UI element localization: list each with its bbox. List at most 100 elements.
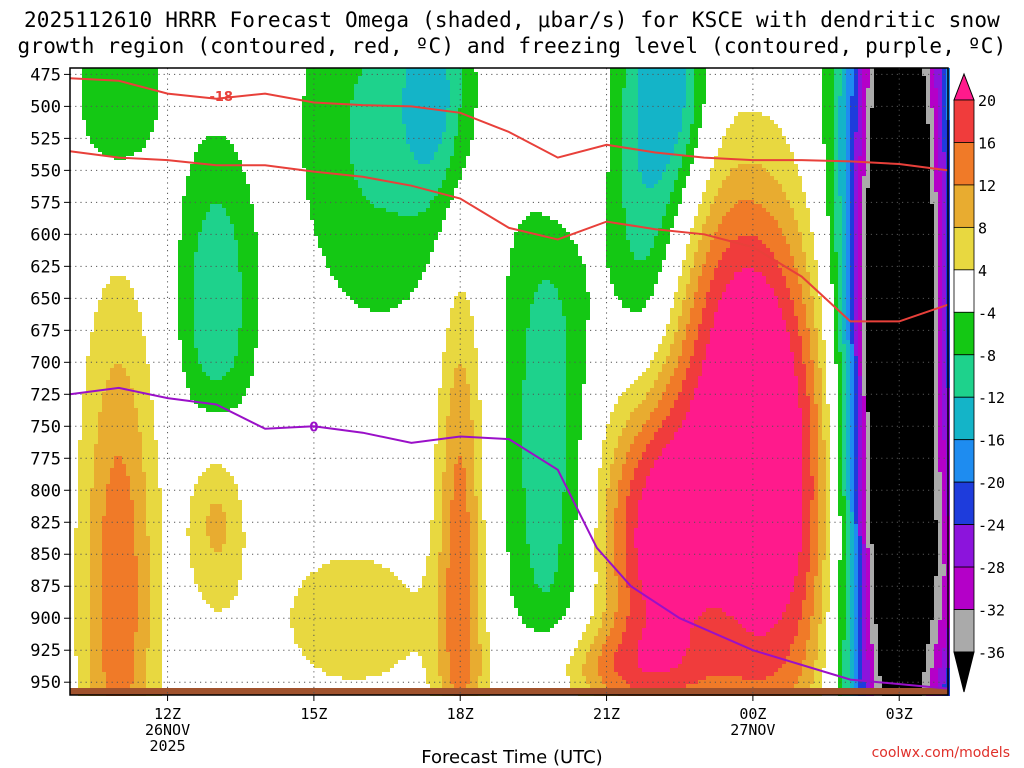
omega-cell	[74, 652, 78, 656]
omega-cell	[106, 584, 110, 588]
omega-cell	[110, 516, 114, 520]
omega-cell	[86, 92, 90, 96]
omega-cell	[134, 548, 138, 552]
omega-cell	[350, 636, 354, 640]
omega-cell	[326, 664, 330, 668]
omega-cell	[86, 372, 90, 376]
omega-cell	[302, 640, 306, 644]
omega-cell	[206, 400, 210, 404]
omega-cell	[338, 216, 342, 220]
omega-cell	[206, 480, 210, 484]
omega-cell	[218, 224, 222, 228]
omega-cell	[106, 676, 110, 680]
omega-cell	[306, 176, 310, 180]
omega-cell	[206, 404, 210, 408]
omega-cell	[322, 620, 326, 624]
omega-cell	[126, 512, 130, 516]
omega-cell	[142, 572, 146, 576]
omega-cell	[210, 384, 214, 388]
omega-cell	[326, 212, 330, 216]
omega-cell	[94, 368, 98, 372]
omega-cell	[350, 644, 354, 648]
omega-cell	[186, 372, 190, 376]
omega-cell	[314, 604, 318, 608]
omega-cell	[114, 432, 118, 436]
omega-cell	[118, 536, 122, 540]
omega-cell	[138, 112, 142, 116]
omega-cell	[118, 152, 122, 156]
omega-cell	[230, 540, 234, 544]
omega-cell	[202, 380, 206, 384]
omega-cell	[86, 380, 90, 384]
omega-cell	[150, 80, 154, 84]
omega-cell	[202, 512, 206, 516]
omega-cell	[122, 512, 126, 516]
omega-cell	[218, 376, 222, 380]
omega-cell	[210, 268, 214, 272]
omega-cell	[98, 652, 102, 656]
omega-cell	[230, 344, 234, 348]
omega-cell	[202, 272, 206, 276]
omega-cell	[358, 256, 362, 260]
omega-cell	[326, 248, 330, 252]
omega-cell	[358, 252, 362, 256]
omega-cell	[314, 588, 318, 592]
omega-cell	[314, 208, 318, 212]
omega-cell	[310, 132, 314, 136]
omega-cell	[114, 424, 118, 428]
omega-cell	[74, 644, 78, 648]
omega-cell	[210, 380, 214, 384]
omega-cell	[150, 516, 154, 520]
omega-cell	[318, 96, 322, 100]
omega-cell	[118, 388, 122, 392]
omega-cell	[98, 480, 102, 484]
omega-cell	[114, 392, 118, 396]
omega-cell	[86, 68, 90, 72]
omega-cell	[290, 616, 294, 620]
omega-cell	[242, 192, 246, 196]
omega-cell	[78, 472, 82, 476]
omega-cell	[146, 88, 150, 92]
omega-cell	[326, 264, 330, 268]
omega-cell	[330, 672, 334, 676]
omega-cell	[206, 140, 210, 144]
omega-cell	[202, 532, 206, 536]
omega-cell	[350, 256, 354, 260]
omega-cell	[218, 348, 222, 352]
omega-cell	[322, 640, 326, 644]
omega-cell	[118, 72, 122, 76]
omega-cell	[134, 440, 138, 444]
omega-cell	[314, 232, 318, 236]
omega-cell	[358, 204, 362, 208]
omega-cell	[322, 584, 326, 588]
omega-cell	[346, 216, 350, 220]
omega-cell	[106, 440, 110, 444]
omega-cell	[102, 612, 106, 616]
omega-cell	[202, 188, 206, 192]
omega-cell	[238, 332, 242, 336]
omega-cell	[138, 572, 142, 576]
omega-cell	[222, 576, 226, 580]
omega-cell	[154, 660, 158, 664]
omega-cell	[322, 156, 326, 160]
omega-cell	[310, 104, 314, 108]
omega-cell	[94, 580, 98, 584]
omega-cell	[230, 280, 234, 284]
omega-cell	[238, 564, 242, 568]
omega-cell	[86, 608, 90, 612]
omega-cell	[318, 180, 322, 184]
omega-cell	[78, 592, 82, 596]
omega-cell	[82, 628, 86, 632]
omega-cell	[82, 508, 86, 512]
omega-cell	[222, 368, 226, 372]
omega-cell	[158, 520, 162, 524]
omega-cell	[122, 588, 126, 592]
omega-cell	[114, 548, 118, 552]
omega-cell	[86, 624, 90, 628]
omega-cell	[82, 668, 86, 672]
omega-cell	[342, 232, 346, 236]
omega-cell	[154, 100, 158, 104]
omega-cell	[82, 520, 86, 524]
omega-cell	[198, 204, 202, 208]
omega-cell	[138, 544, 142, 548]
